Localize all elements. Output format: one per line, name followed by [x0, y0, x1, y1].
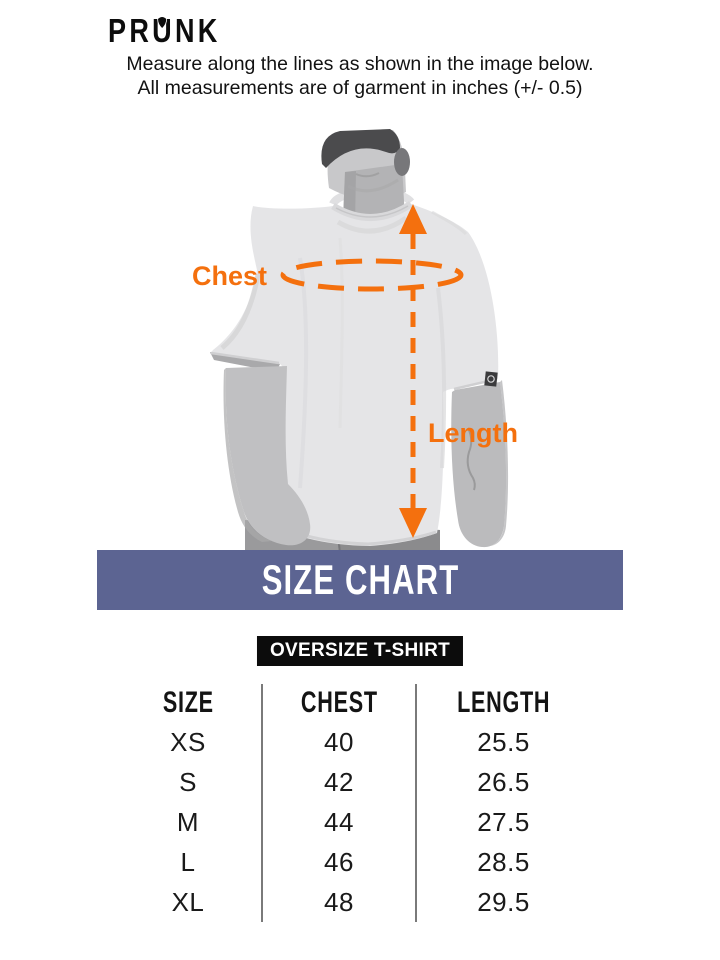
table-row: M: [115, 802, 263, 842]
size-chart-title: SIZE CHART: [261, 556, 459, 603]
size-chart-banner: SIZE CHART: [97, 550, 623, 610]
logo-text-prefix: PR: [108, 12, 153, 49]
chest-label: Chest: [192, 261, 267, 291]
table-cell: 26.5: [477, 766, 530, 797]
instruction-line-2: All measurements are of garment in inche…: [137, 76, 583, 99]
logo-text-suffix: NK: [174, 12, 221, 49]
brand-logo: PRU NK: [108, 12, 221, 50]
chest-measure-ellipse: [280, 258, 464, 292]
instruction-line-1: Measure along the lines as shown in the …: [126, 53, 594, 75]
table-cell: 29.5: [477, 886, 530, 917]
product-type-badge: OVERSIZE T-SHIRT: [256, 636, 464, 666]
col-header-size: SIZE: [115, 684, 263, 722]
table-cell: 27.5: [477, 806, 530, 837]
table-cell: 25.5: [477, 726, 530, 757]
table-cell: 42: [263, 762, 417, 802]
col-header-chest: CHEST: [263, 684, 417, 722]
length-label: Length: [428, 418, 518, 448]
table-cell: 28.5: [477, 846, 530, 877]
measure-instructions: Measure along the lines as shown in the …: [0, 53, 720, 100]
length-arrow-up-icon: [399, 204, 427, 234]
size-table: SIZE CHEST LENGTH XS 40 25.5 S 42 26.5 M…: [115, 684, 590, 922]
table-row: L: [115, 842, 263, 882]
table-row: S: [115, 762, 263, 802]
table-cell: 40: [263, 722, 417, 762]
length-arrow-down-icon: [399, 508, 427, 538]
model-photo: Chest Length: [0, 128, 720, 553]
tattoo-graphic: [466, 427, 476, 491]
table-cell: 46: [263, 842, 417, 882]
logo-letter-u: U: [152, 12, 175, 49]
measurement-overlay: Chest Length: [192, 204, 518, 538]
table-row: XS: [115, 722, 263, 762]
sleeve-tag-icon: [484, 371, 498, 387]
logo-pick-icon: [157, 16, 167, 29]
col-header-length: LENGTH: [456, 686, 551, 719]
table-row: XL: [115, 882, 263, 922]
model-arms: [223, 366, 509, 548]
model-figure-svg: Chest Length: [192, 129, 518, 553]
table-cell: 44: [263, 802, 417, 842]
table-cell: 48: [263, 882, 417, 922]
